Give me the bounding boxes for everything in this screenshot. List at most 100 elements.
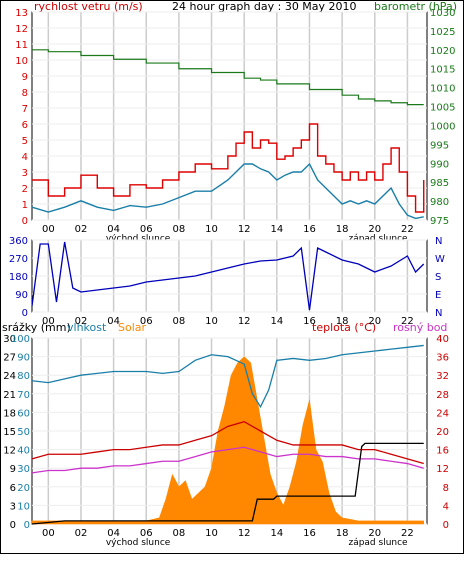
temp-tick-4: 4 — [443, 501, 449, 512]
rain-tick-15: 15 — [3, 427, 16, 438]
humidity-tick-50: 50 — [17, 427, 30, 438]
rain-tick-24: 24 — [3, 371, 16, 382]
pressure-tick-980: 980 — [430, 197, 449, 208]
direction-tick-90: 90 — [15, 290, 28, 301]
x-tick-dir-02: 02 — [75, 316, 88, 327]
humidity-tick-20: 20 — [17, 483, 30, 494]
wind-tick-6: 6 — [22, 120, 28, 131]
wind-avg-series — [31, 162, 424, 220]
x-tick-temp-04: 04 — [107, 528, 120, 539]
sunrise-label-bottom: východ slunce — [106, 538, 171, 548]
temperature-series — [31, 421, 424, 465]
wind-tick-11: 11 — [15, 40, 28, 51]
direction-tick-360: 360 — [9, 236, 28, 247]
x-tick-wind-20: 20 — [368, 224, 381, 235]
x-tick-wind-08: 08 — [173, 224, 186, 235]
sunset-label-top: západ slunce — [348, 234, 408, 244]
rain-tick-6: 6 — [10, 483, 16, 494]
wind-tick-7: 7 — [22, 104, 28, 115]
x-tick-wind-10: 10 — [205, 224, 218, 235]
x-tick-temp-16: 16 — [303, 528, 316, 539]
x-tick-temp-10: 10 — [205, 528, 218, 539]
rain-series — [31, 442, 424, 525]
humidity-tick-0: 0 — [24, 520, 30, 531]
x-tick-temp-02: 02 — [75, 528, 88, 539]
pressure-tick-1015: 1015 — [430, 65, 455, 76]
humidity-tick-80: 80 — [17, 371, 30, 382]
humidity-tick-70: 70 — [17, 390, 30, 401]
solar-legend-label: Solar — [118, 321, 147, 334]
x-tick-temp-12: 12 — [238, 528, 251, 539]
x-tick-wind-22: 22 — [401, 224, 414, 235]
rain-tick-12: 12 — [3, 446, 16, 457]
temp-tick-16: 16 — [436, 446, 449, 457]
x-tick-temp-08: 08 — [173, 528, 186, 539]
rain-tick-30: 30 — [3, 334, 16, 345]
x-tick-wind-02: 02 — [75, 224, 88, 235]
x-tick-dir-20: 20 — [368, 316, 381, 327]
compass-0: N — [435, 308, 442, 319]
pressure-tick-995: 995 — [430, 140, 449, 151]
rain-axis-label: srážky (mm) — [2, 321, 71, 334]
rain-tick-9: 9 — [10, 464, 16, 475]
humidity-tick-60: 60 — [17, 408, 30, 419]
x-tick-temp-14: 14 — [270, 528, 283, 539]
x-tick-wind-12: 12 — [238, 224, 251, 235]
rain-tick-0: 0 — [10, 520, 16, 531]
temp-tick-28: 28 — [436, 390, 449, 401]
x-tick-wind-16: 16 — [303, 224, 316, 235]
dew-point-legend-label: rosný bod — [393, 321, 448, 334]
x-tick-temp-22: 22 — [401, 528, 414, 539]
temp-tick-0: 0 — [443, 520, 449, 531]
wind-tick-13: 13 — [15, 8, 28, 19]
wind-tick-10: 10 — [15, 56, 28, 67]
graph-title: 24 hour graph day : 30 May 2010 — [172, 0, 357, 13]
pressure-tick-975: 975 — [430, 216, 449, 227]
x-tick-wind-06: 06 — [140, 224, 153, 235]
wind-tick-0: 0 — [22, 216, 28, 227]
pressure-tick-985: 985 — [430, 178, 449, 189]
wind-axis-label: rychlost vetru (m/s) — [34, 0, 143, 13]
temperature-axis-label: teplota (°C) — [312, 321, 377, 334]
compass-3: W — [435, 254, 445, 265]
pressure-tick-1000: 1000 — [430, 121, 455, 132]
wind-tick-5: 5 — [22, 136, 28, 147]
rain-tick-3: 3 — [10, 501, 16, 512]
barometer-axis-label: barometr (hPa) — [374, 0, 457, 13]
dew-point-series — [31, 446, 424, 474]
x-tick-dir-06: 06 — [140, 316, 153, 327]
direction-series — [31, 241, 425, 311]
pressure-tick-990: 990 — [430, 159, 449, 170]
x-tick-temp-06: 06 — [140, 528, 153, 539]
x-tick-dir-00: 00 — [42, 316, 55, 327]
x-tick-dir-08: 08 — [173, 316, 186, 327]
humidity-series — [31, 344, 424, 409]
x-tick-wind-04: 04 — [107, 224, 120, 235]
compass-1: E — [435, 290, 441, 301]
pressure-tick-1005: 1005 — [430, 103, 455, 114]
temp-tick-24: 24 — [436, 408, 449, 419]
direction-tick-0: 0 — [22, 308, 28, 319]
temp-tick-12: 12 — [436, 464, 449, 475]
pressure-tick-1025: 1025 — [430, 27, 455, 38]
x-tick-dir-14: 14 — [270, 316, 283, 327]
x-tick-dir-18: 18 — [336, 316, 349, 327]
rain-tick-21: 21 — [3, 390, 16, 401]
humidity-tick-100: 100 — [11, 334, 30, 345]
sunset-label-bottom: západ slunce — [348, 538, 408, 548]
compass-2: S — [435, 272, 441, 283]
temp-tick-40: 40 — [436, 334, 449, 345]
sunrise-label-top: východ slunce — [106, 234, 171, 244]
direction-tick-180: 180 — [9, 272, 28, 283]
rain-tick-18: 18 — [3, 408, 16, 419]
x-tick-wind-00: 00 — [42, 224, 55, 235]
x-tick-temp-20: 20 — [368, 528, 381, 539]
wind-tick-8: 8 — [22, 88, 28, 99]
temp-tick-32: 32 — [436, 371, 449, 382]
humidity-tick-40: 40 — [17, 446, 30, 457]
temp-tick-8: 8 — [443, 483, 449, 494]
compass-4: N — [435, 236, 442, 247]
pressure-tick-1020: 1020 — [430, 46, 455, 57]
